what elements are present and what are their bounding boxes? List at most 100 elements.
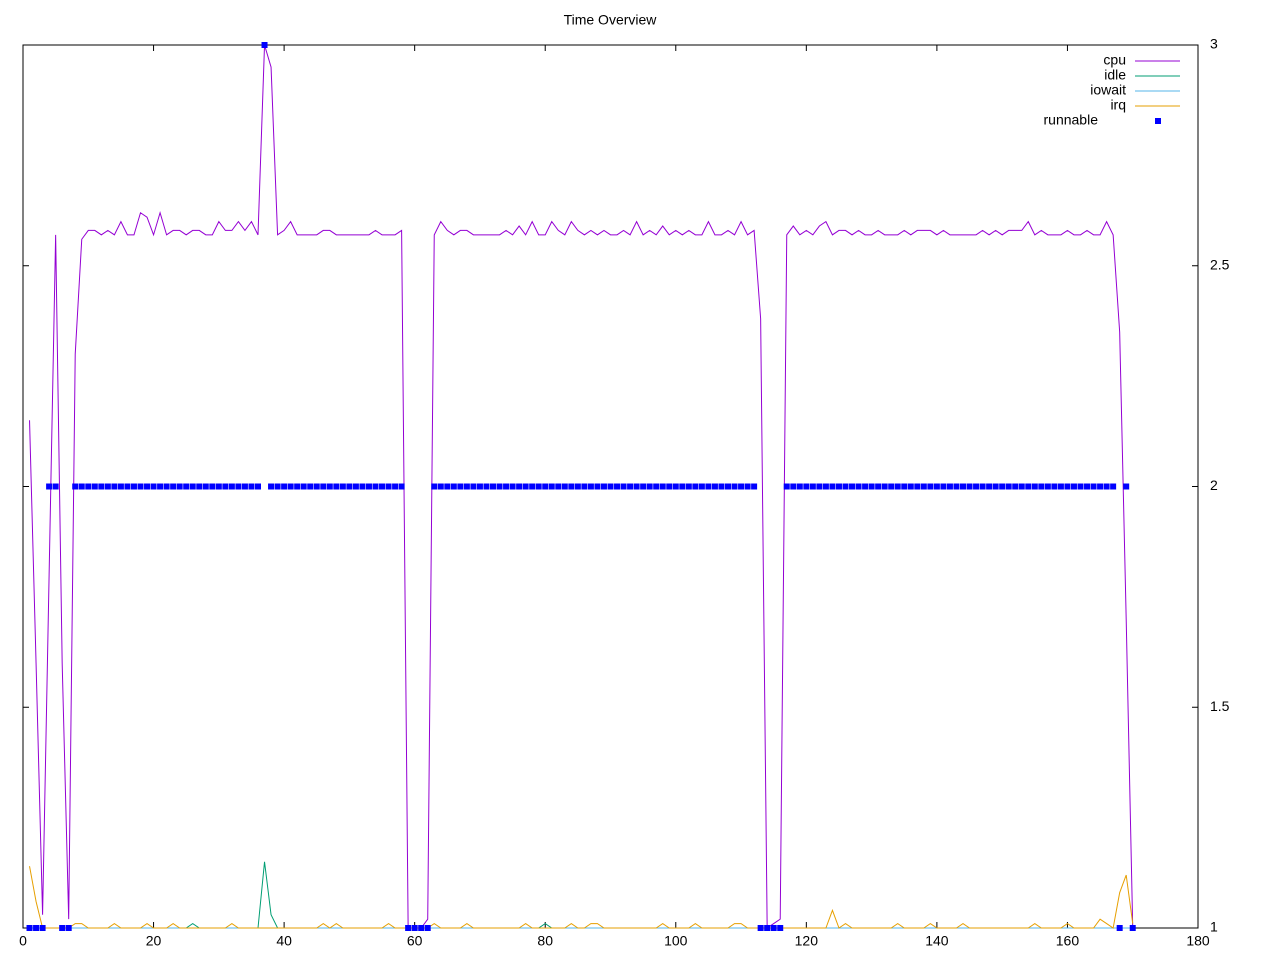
- runnable-point: [574, 483, 581, 490]
- runnable-point: [901, 483, 908, 490]
- y-tick-label: 2.5: [1210, 256, 1230, 272]
- legend-swatch: [1155, 118, 1161, 124]
- runnable-point: [1077, 483, 1084, 490]
- runnable-point: [91, 483, 98, 490]
- runnable-point: [1116, 925, 1123, 931]
- runnable-point: [124, 483, 131, 490]
- runnable-point: [529, 483, 536, 490]
- runnable-point: [1044, 483, 1051, 490]
- runnable-point: [849, 483, 856, 490]
- runnable-point: [170, 483, 177, 490]
- runnable-point: [1051, 483, 1058, 490]
- x-tick-label: 60: [407, 933, 423, 949]
- runnable-point: [946, 483, 953, 490]
- runnable-point: [222, 483, 229, 490]
- runnable-point: [992, 483, 999, 490]
- y-tick-label: 1: [1210, 919, 1218, 935]
- runnable-point: [183, 483, 190, 490]
- runnable-point: [607, 483, 614, 490]
- runnable-point: [333, 483, 340, 490]
- runnable-point: [620, 483, 627, 490]
- runnable-point: [130, 483, 137, 490]
- runnable-point: [150, 483, 157, 490]
- runnable-point: [764, 925, 771, 931]
- series-line: [29, 44, 1134, 929]
- runnable-point: [398, 483, 405, 490]
- runnable-point: [496, 483, 503, 490]
- runnable-point: [705, 483, 712, 490]
- series-line: [29, 861, 1133, 929]
- runnable-point: [835, 483, 842, 490]
- runnable-point: [881, 483, 888, 490]
- y-tick-label: 2: [1210, 477, 1218, 493]
- series-line: [29, 866, 1134, 929]
- runnable-point: [379, 483, 386, 490]
- runnable-point: [679, 483, 686, 490]
- runnable-point: [829, 483, 836, 490]
- runnable-point: [450, 483, 457, 490]
- runnable-point: [973, 483, 980, 490]
- chart-title: Time Overview: [564, 12, 658, 28]
- x-tick-label: 0: [19, 933, 27, 949]
- runnable-point: [816, 483, 823, 490]
- x-tick-label: 120: [795, 933, 819, 949]
- runnable-point: [359, 483, 366, 490]
- runnable-point: [587, 483, 594, 490]
- runnable-point: [85, 483, 92, 490]
- runnable-point: [326, 483, 333, 490]
- runnable-point: [215, 483, 222, 490]
- runnable-point: [424, 925, 431, 931]
- x-tick-label: 140: [925, 933, 949, 949]
- runnable-point: [659, 483, 666, 490]
- x-tick-label: 20: [146, 933, 162, 949]
- runnable-point: [1005, 483, 1012, 490]
- runnable-point: [979, 483, 986, 490]
- runnable-point: [196, 483, 203, 490]
- runnable-point: [307, 483, 314, 490]
- runnable-point: [241, 483, 248, 490]
- runnable-point: [313, 483, 320, 490]
- runnable-point: [1070, 483, 1077, 490]
- runnable-point: [600, 483, 607, 490]
- runnable-point: [1038, 483, 1045, 490]
- runnable-point: [490, 483, 496, 490]
- runnable-point: [672, 483, 679, 490]
- runnable-point: [653, 483, 660, 490]
- runnable-point: [803, 483, 810, 490]
- runnable-point: [46, 483, 53, 490]
- runnable-point: [842, 483, 849, 490]
- runnable-point: [72, 483, 79, 490]
- runnable-point: [365, 483, 372, 490]
- runnable-point: [1090, 483, 1097, 490]
- runnable-point: [738, 483, 745, 490]
- runnable-point: [790, 483, 797, 490]
- runnable-point: [470, 483, 477, 490]
- runnable-point: [581, 483, 588, 490]
- runnable-point: [646, 483, 653, 490]
- runnable-point: [522, 483, 529, 490]
- runnable-point: [907, 483, 914, 490]
- runnable-point: [1025, 483, 1032, 490]
- runnable-point: [986, 483, 993, 490]
- runnable-point: [777, 925, 784, 931]
- legend-label: runnable: [1044, 112, 1099, 128]
- y-tick-label: 1.5: [1210, 698, 1230, 714]
- runnable-point: [33, 925, 40, 931]
- runnable-point: [855, 483, 862, 490]
- runnable-point: [751, 483, 758, 490]
- runnable-point: [594, 483, 601, 490]
- x-tick-label: 160: [1056, 933, 1080, 949]
- runnable-point: [1064, 483, 1071, 490]
- y-tick-label: 3: [1210, 36, 1218, 52]
- legend-label: irq: [1110, 97, 1126, 113]
- runnable-point: [274, 483, 281, 490]
- runnable-point: [65, 925, 72, 931]
- runnable-point: [757, 925, 764, 931]
- runnable-point: [627, 483, 634, 490]
- runnable-point: [98, 483, 105, 490]
- runnable-point: [894, 483, 901, 490]
- runnable-point: [1103, 483, 1110, 490]
- runnable-point: [555, 483, 562, 490]
- runnable-point: [157, 483, 164, 490]
